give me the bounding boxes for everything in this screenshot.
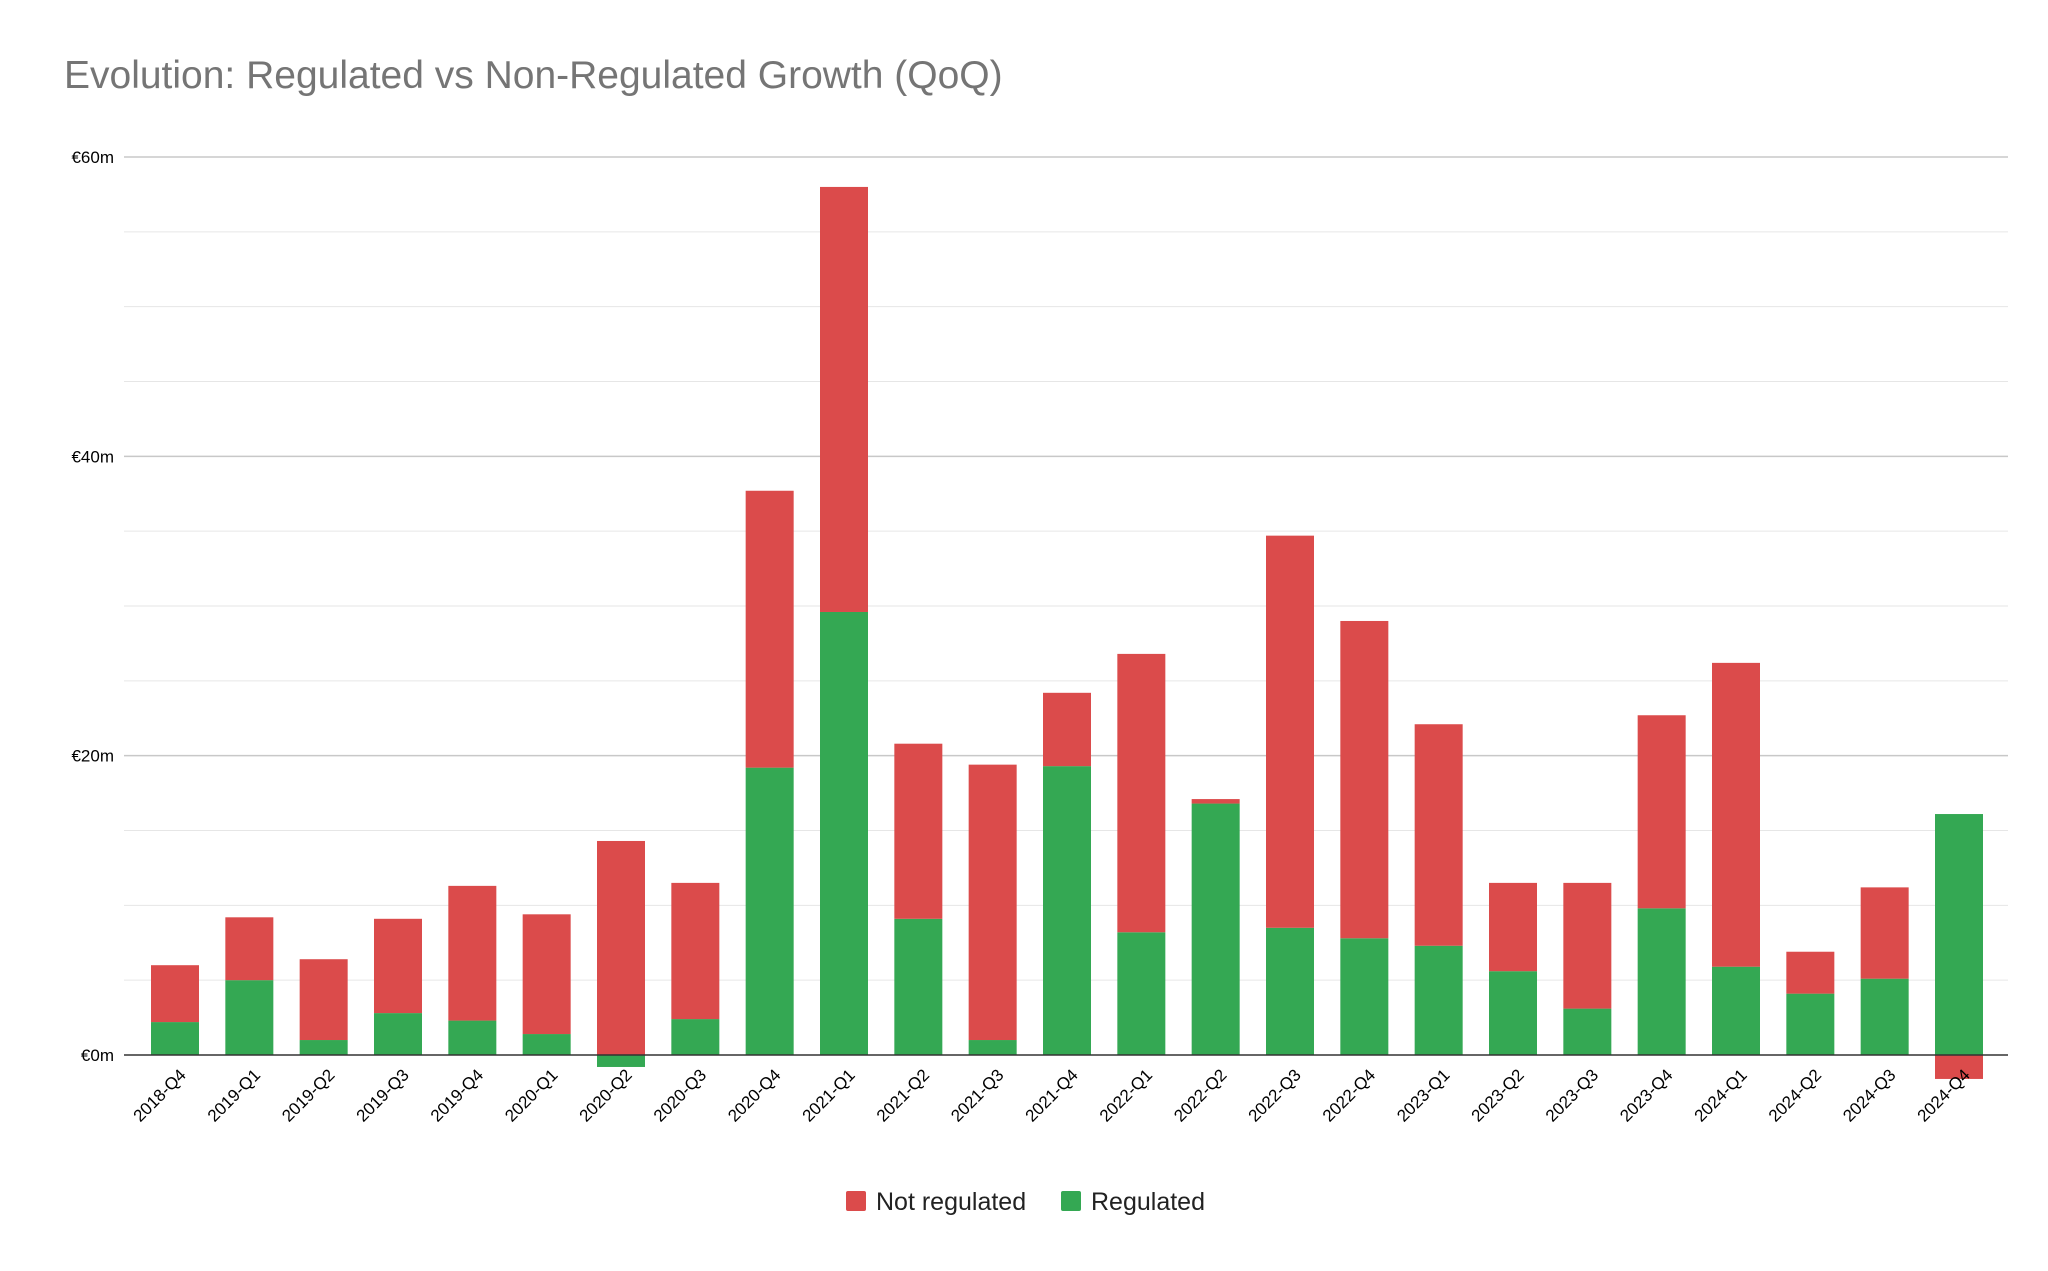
x-tick-label: 2023-Q1 [1393,1065,1453,1125]
y-tick-label: €60m [71,148,114,167]
bar-regulated-2020-Q3 [671,1019,720,1055]
chart-title: Evolution: Regulated vs Non-Regulated Gr… [64,54,1003,97]
bar-regulated-2019-Q3 [374,1013,422,1055]
bar-regulated-2022-Q1 [1117,932,1166,1055]
x-tick-labels: 2018-Q4 2019-Q1 2019-Q2 2019-Q3 2019-Q4 2020-… [130,1065,1974,1125]
bar-not-regulated-2020-Q4 [745,490,794,768]
bar-regulated-2021-Q1 [820,611,868,1055]
bar-regulated-2024-Q1 [1712,966,1760,1055]
bar-regulated-2019-Q4 [448,1020,497,1055]
bar-not-regulated-2023-Q1 [1414,724,1463,946]
bar-regulated-2019-Q2 [299,1040,348,1055]
bar-regulated-2022-Q4 [1340,938,1389,1055]
y-tick-label: €20m [71,747,114,766]
bar-regulated-2021-Q4 [1043,766,1091,1055]
x-tick-label: 2023-Q3 [1542,1065,1602,1125]
x-tick-label: 2023-Q4 [1616,1065,1676,1125]
x-tick-label: 2024-Q1 [1691,1065,1751,1125]
bar-not-regulated-2024-Q2 [1786,951,1835,994]
x-tick-label: 2023-Q2 [1468,1065,1528,1125]
x-tick-label: 2024-Q3 [1839,1065,1899,1125]
bar-not-regulated-2024-Q3 [1860,887,1909,979]
bar-not-regulated-2020-Q1 [522,914,571,1035]
legend-label-regulated: Regulated [1091,1188,1205,1216]
x-tick-label: 2022-Q4 [1319,1065,1379,1125]
legend-label-not-regulated: Not regulated [876,1188,1026,1216]
bar-regulated-2024-Q4 [1935,814,1983,1055]
bar-not-regulated-2022-Q3 [1266,535,1314,928]
bar-not-regulated-2021-Q3 [968,764,1017,1041]
x-tick-label: 2021-Q3 [947,1065,1007,1125]
bar-not-regulated-2021-Q4 [1043,692,1091,767]
bar-regulated-2020-Q2 [597,1055,645,1067]
bar-not-regulated-2024-Q4 [1935,1055,1983,1079]
bar-not-regulated-2021-Q2 [894,743,943,919]
bar-not-regulated-2022-Q4 [1340,620,1389,939]
bar-not-regulated-2019-Q3 [374,918,422,1014]
bar-regulated-2018-Q4 [151,1022,199,1055]
y-tick-label: €40m [71,447,114,466]
bar-regulated-2023-Q2 [1489,971,1537,1055]
x-tick-label: 2022-Q1 [1096,1065,1156,1125]
bar-regulated-2019-Q1 [225,980,274,1055]
x-tick-label: 2020-Q2 [576,1065,636,1125]
bars [151,186,1983,1079]
x-tick-label: 2019-Q1 [204,1065,264,1125]
bar-regulated-2024-Q2 [1786,993,1835,1055]
bar-regulated-2023-Q3 [1563,1008,1612,1055]
bar-not-regulated-2018-Q4 [151,965,199,1023]
x-tick-label: 2021-Q4 [1022,1065,1082,1125]
x-tick-label: 2022-Q2 [1170,1065,1230,1125]
legend-swatch-regulated [1061,1191,1081,1211]
bar-regulated-2022-Q2 [1191,803,1240,1055]
legend-swatch-not-regulated [846,1191,866,1211]
bar-regulated-2021-Q3 [968,1040,1017,1055]
bar-regulated-2022-Q3 [1266,927,1314,1055]
bar-regulated-2023-Q1 [1414,945,1463,1055]
bar-regulated-2024-Q3 [1860,978,1909,1055]
bar-regulated-2023-Q4 [1637,908,1686,1055]
bar-not-regulated-2019-Q1 [225,917,274,981]
x-tick-label: 2020-Q4 [724,1065,784,1125]
legend: Not regulated Regulated [846,1188,1205,1216]
y-tick-labels: €0m €20m €40m €60m [71,148,114,1065]
x-tick-label: 2020-Q1 [501,1065,561,1125]
y-tick-label: €0m [81,1046,114,1065]
bar-not-regulated-2022-Q1 [1117,653,1166,933]
bar-regulated-2020-Q1 [522,1034,571,1055]
bar-regulated-2020-Q4 [745,767,794,1055]
bar-not-regulated-2019-Q2 [299,959,348,1041]
x-tick-label: 2019-Q3 [353,1065,413,1125]
bar-not-regulated-2021-Q1 [820,186,868,612]
bar-not-regulated-2023-Q4 [1637,715,1686,909]
x-tick-label: 2022-Q3 [1245,1065,1305,1125]
x-tick-label: 2018-Q4 [130,1065,190,1125]
x-tick-label: 2021-Q2 [873,1065,933,1125]
x-tick-label: 2019-Q2 [278,1065,338,1125]
bar-not-regulated-2023-Q3 [1563,882,1612,1009]
bar-not-regulated-2020-Q2 [597,840,645,1055]
bar-not-regulated-2019-Q4 [448,885,497,1021]
x-tick-label: 2019-Q4 [427,1065,487,1125]
bar-not-regulated-2022-Q2 [1191,799,1240,804]
bar-not-regulated-2024-Q1 [1712,662,1760,967]
bar-not-regulated-2020-Q3 [671,882,720,1020]
x-tick-label: 2024-Q2 [1765,1065,1825,1125]
x-tick-label: 2020-Q3 [650,1065,710,1125]
bar-not-regulated-2023-Q2 [1489,882,1537,972]
x-tick-label: 2021-Q1 [799,1065,859,1125]
bar-regulated-2021-Q2 [894,918,943,1055]
